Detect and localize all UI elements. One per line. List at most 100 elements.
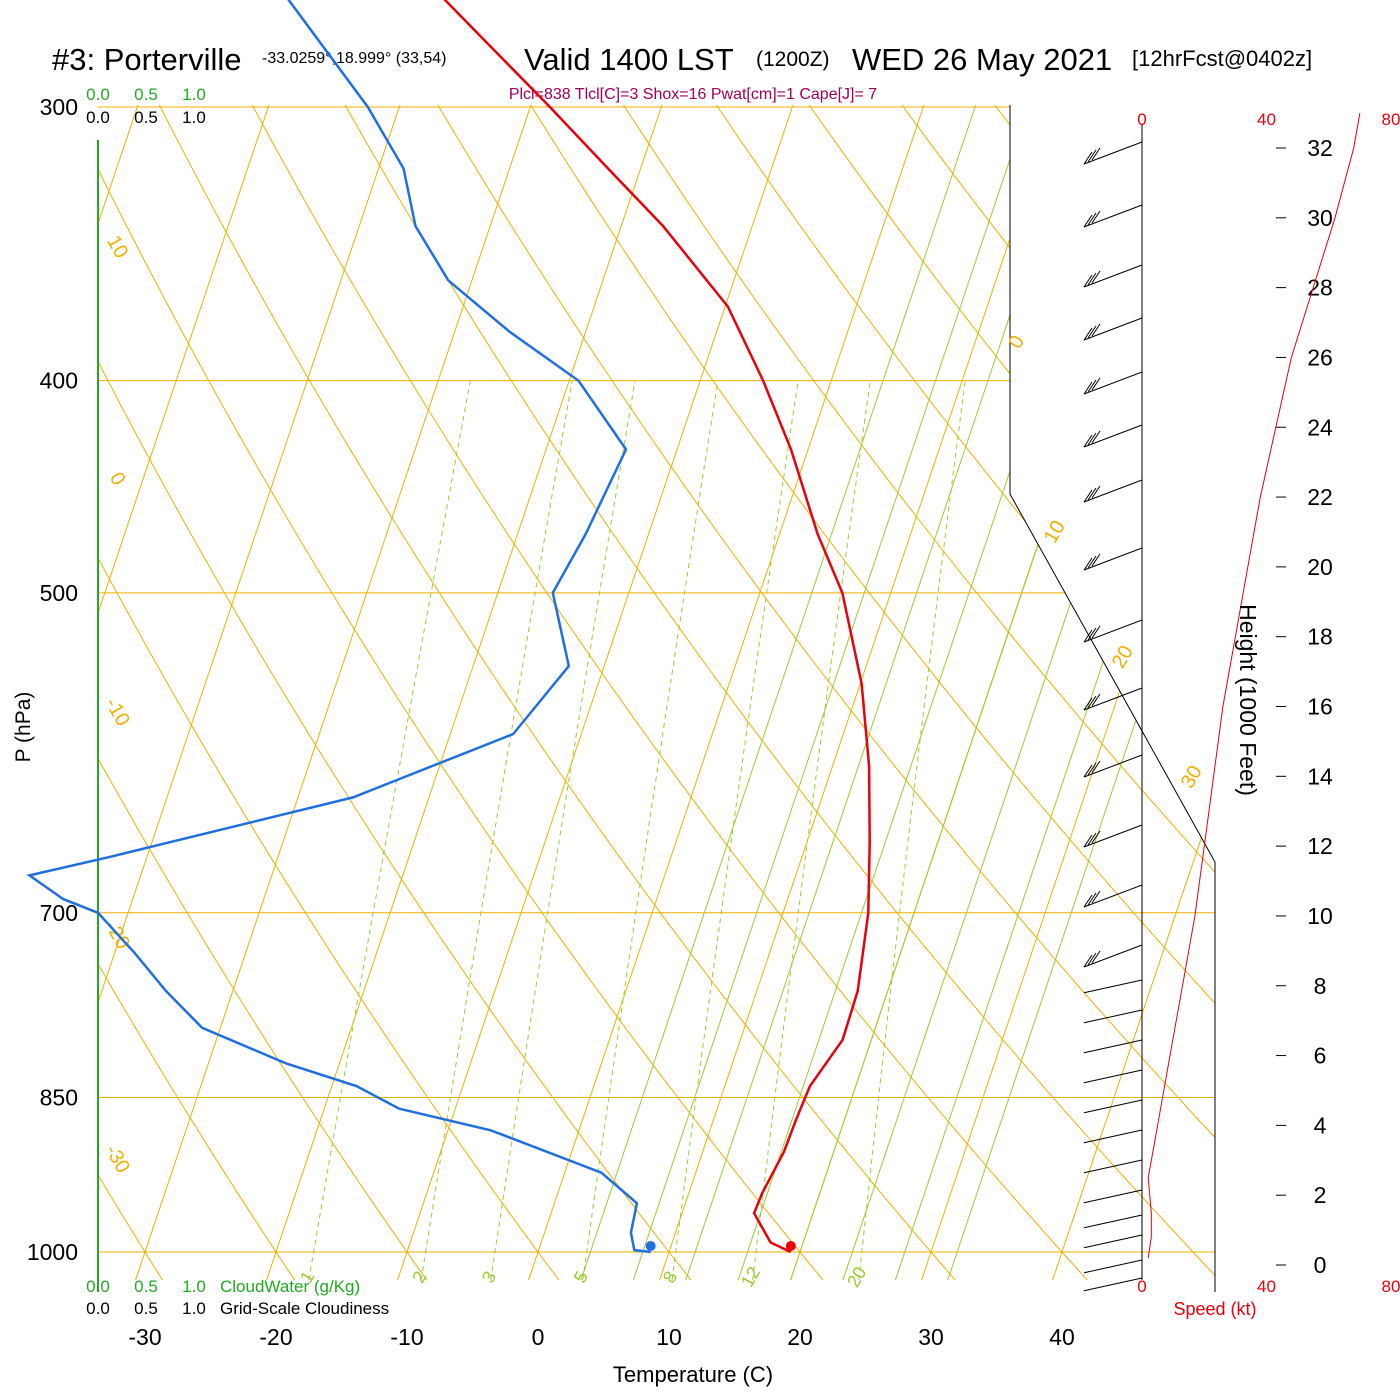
dry-adiabat-line [98,168,824,1281]
moist-adiabat-line [685,105,1082,1281]
speed-tick-label-bottom: 80 [1382,1277,1400,1296]
wind-barb-feather [1091,210,1101,224]
profiles [26,0,1361,1259]
speed-axis-label: Speed (kt) [1173,1299,1256,1319]
surface-temperature-point [785,1241,796,1251]
height-tick-label: 2 [1314,1182,1327,1208]
dry-adiabat-line [98,556,560,1281]
pressure-tick-label: 1000 [27,1239,78,1265]
temperature-tick-label: 40 [1049,1324,1075,1350]
dry-adiabat-line [0,0,30,1280]
wind-barb [1083,1259,1143,1274]
wind-barb [1083,619,1143,643]
cloud-water-tick-top: 0.5 [134,85,158,104]
wind-barb-feather [1087,627,1097,641]
wind-barb-feather [1087,325,1097,339]
dry-adiabat-line [98,757,428,1281]
wind-barb [1083,1069,1143,1084]
cloudiness-tick-bottom: 0.5 [134,1299,158,1318]
wind-barb-feather [1091,377,1101,391]
cloud-water-label: CloudWater (g/Kg) [220,1277,360,1296]
cloudiness-tick-bottom: 1.0 [182,1299,206,1318]
wind-barb-feather [1087,832,1097,846]
cloudiness-label: Grid-Scale Cloudiness [220,1299,389,1318]
height-tick-label: 20 [1307,554,1333,580]
mixing-ratio-line [582,380,719,1281]
speed-tick-label-bottom: 0 [1137,1277,1146,1296]
height-tick-label: 28 [1307,275,1333,301]
wind-barb [1083,824,1143,848]
cloudiness-tick-top: 0.0 [86,108,110,127]
pressure-tick-label: 500 [40,580,78,606]
wind-barb-feather [1083,697,1093,711]
dry-adiabat-line [98,1173,164,1281]
dry-adiabat-line [530,105,1215,1004]
wind-barb-feather [1091,625,1101,639]
wind-barb [1083,479,1143,503]
isotherm-label: -30 [100,1141,134,1177]
wind-barb-feather [1091,553,1101,567]
wind-barbs [1083,141,1143,1292]
wind-barb-feather [1091,950,1101,964]
speed-tick-label-top: 40 [1257,110,1276,129]
mixing-ratio-line [490,380,636,1281]
dry-adiabat-line [808,105,1215,621]
wind-barb-feather [1083,834,1093,848]
station-title: #3: Porterville [52,42,242,77]
cloud-water-tick-bottom: 0.5 [134,1277,158,1296]
height-tick-label: 18 [1307,624,1333,650]
mixing-ratio-line [858,380,966,1281]
wind-barb-feather [1083,954,1093,968]
wind-barb-feather [1083,327,1093,341]
wind-barb-feather [1087,952,1097,966]
wind-barb [1083,1009,1143,1024]
height-tick-label: 16 [1307,694,1333,720]
mixing-ratio-label: 3 [478,1268,500,1287]
wind-barb-feather [1091,760,1101,774]
chart-background-lines [0,0,1215,1281]
wind-barb-feather [1087,762,1097,776]
wind-barb-feather [1091,890,1101,904]
wind-barb [1083,1099,1143,1114]
dry-adiabat-line [98,962,296,1281]
wind-barb [1083,371,1143,395]
isotherm-line [659,105,1056,1281]
dry-adiabat-line [251,105,1088,1281]
isotherm-line [135,105,532,1281]
mixing-ratio-label: 8 [659,1268,681,1287]
temperature-profile [443,0,871,1254]
wind-barb [1083,1189,1143,1204]
wind-barb-feather [1091,147,1101,161]
zulu-time: (1200Z) [756,48,830,71]
wind-barb-feather [1091,323,1101,337]
wind-barb-feather [1091,430,1101,444]
temperature-tick-label: 10 [656,1324,682,1350]
mixing-ratio-line [752,380,871,1281]
wind-barb-feather [1083,274,1093,288]
height-tick-label: 30 [1307,205,1333,231]
wind-barb [1083,141,1143,165]
wind-barb-feather [1087,272,1097,286]
cloudiness-tick-bottom: 0.0 [86,1299,110,1318]
wind-barb [1083,204,1143,228]
temperature-tick-label: -30 [128,1324,161,1350]
wind-speed-profile [1147,113,1361,1259]
cloud-water-tick-bottom: 0.0 [86,1277,110,1296]
speed-tick-label-top: 0 [1137,110,1146,129]
dewpoint-profile [26,0,651,1254]
cloud-axis: 0.0 0.0 0.0 0.0 0.5 0.5 0.5 0.5 1.0 1.0 1.0 1.0 [86,85,206,1318]
moist-adiabat-line [580,105,977,1281]
temperature-axis: -30 -20 -10 0 10 20 30 40 [128,1324,1074,1350]
wind-barb-feather [1087,695,1097,709]
wind-barb-feather [1083,434,1093,448]
wind-barb-feather [1091,485,1101,499]
speed-tick-label-bottom: 40 [1257,1277,1276,1296]
wind-barb [1083,1234,1143,1249]
dry-adiabat-line [715,105,1215,746]
wind-barb [1083,264,1143,288]
cloudiness-tick-top: 0.5 [134,108,158,127]
surface-dewpoint-point [645,1241,656,1251]
moist-adiabat-line [632,105,1029,1281]
wind-barb [1083,547,1143,571]
